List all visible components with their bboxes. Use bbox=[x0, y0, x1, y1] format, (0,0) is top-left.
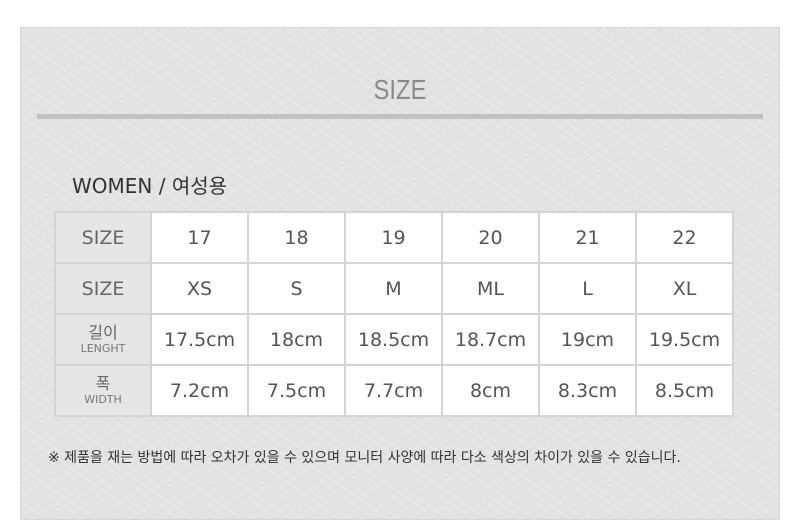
table-cell: 18cm bbox=[247, 313, 346, 366]
table-cell: 18.7cm bbox=[441, 313, 540, 366]
table-row: SIZE 17 18 19 20 21 22 bbox=[54, 211, 734, 264]
page-title: SIZE bbox=[373, 74, 427, 105]
table-cell: 18.5cm bbox=[344, 313, 443, 366]
table-cell: 17 bbox=[150, 211, 249, 264]
row-header: 폭 WIDTH bbox=[54, 364, 152, 417]
row-header-english: LENGHT bbox=[80, 341, 126, 355]
table-cell: L bbox=[538, 262, 637, 315]
table-cell: XL bbox=[635, 262, 734, 315]
table-cell: S bbox=[247, 262, 346, 315]
disclaimer-note: ※ 제품을 재는 방법에 따라 오차가 있을 수 있으며 모니터 사양에 따라 … bbox=[48, 450, 681, 466]
section-subtitle: WOMEN / 여성용 bbox=[72, 174, 228, 198]
size-table: SIZE 17 18 19 20 21 22 SIZE XS S M ML L … bbox=[54, 211, 734, 417]
table-cell: ML bbox=[441, 262, 540, 315]
table-cell: 21 bbox=[538, 211, 637, 264]
table-row: 길이 LENGHT 17.5cm 18cm 18.5cm 18.7cm 19cm… bbox=[54, 313, 734, 366]
table-cell: 7.2cm bbox=[150, 364, 249, 417]
table-cell: XS bbox=[150, 262, 249, 315]
row-header: 길이 LENGHT bbox=[54, 313, 152, 366]
table-row: 폭 WIDTH 7.2cm 7.5cm 7.7cm 8cm 8.3cm 8.5c… bbox=[54, 364, 734, 417]
table-cell: M bbox=[344, 262, 443, 315]
row-header: SIZE bbox=[54, 262, 152, 315]
table-cell: 7.7cm bbox=[344, 364, 443, 417]
row-header-korean: 길이 bbox=[88, 322, 118, 342]
table-cell: 8.5cm bbox=[635, 364, 734, 417]
table-cell: 19.5cm bbox=[635, 313, 734, 366]
row-header-korean: 폭 bbox=[95, 373, 111, 393]
table-cell: 22 bbox=[635, 211, 734, 264]
row-header-english: WIDTH bbox=[84, 392, 122, 406]
table-row: SIZE XS S M ML L XL bbox=[54, 262, 734, 315]
table-cell: 19cm bbox=[538, 313, 637, 366]
table-cell: 18 bbox=[247, 211, 346, 264]
divider bbox=[37, 114, 763, 119]
table-cell: 20 bbox=[441, 211, 540, 264]
table-cell: 8.3cm bbox=[538, 364, 637, 417]
table-cell: 8cm bbox=[441, 364, 540, 417]
table-cell: 19 bbox=[344, 211, 443, 264]
row-header: SIZE bbox=[54, 211, 152, 264]
table-cell: 7.5cm bbox=[247, 364, 346, 417]
table-cell: 17.5cm bbox=[150, 313, 249, 366]
